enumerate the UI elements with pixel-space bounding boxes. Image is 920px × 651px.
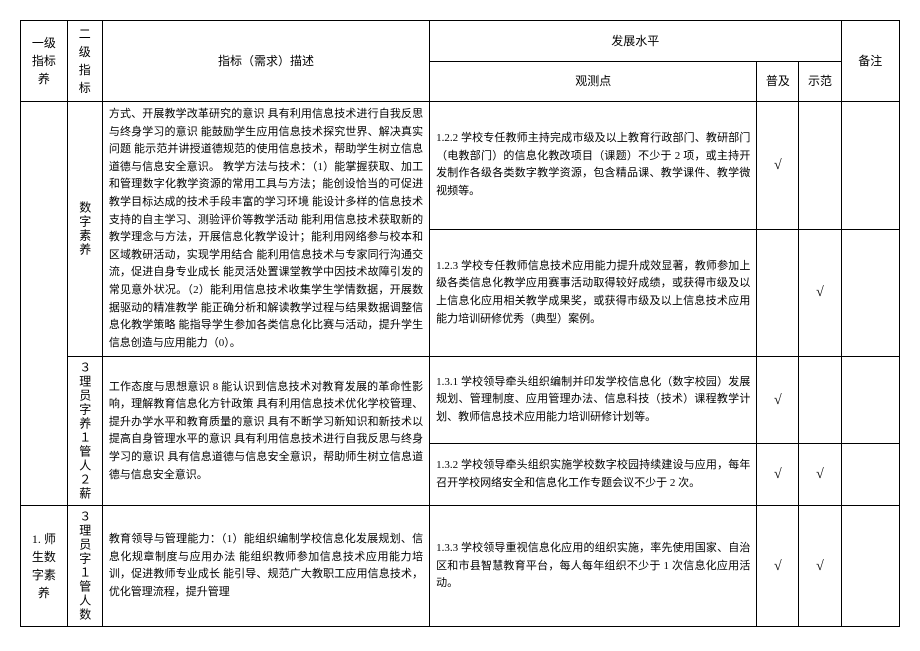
header-bz: 备注	[841, 21, 899, 102]
bz-cell	[841, 444, 899, 506]
header-lvl2: 二级指标	[67, 21, 102, 102]
lvl1-teacher-digital: 1. 师生数字素养	[21, 506, 68, 627]
desc-cell: 教育领导与管理能力：（1）能组织编制学校信息化发展规划、信息化规章制度与应用办法…	[102, 506, 429, 627]
sf-cell	[799, 357, 841, 444]
header-obs: 观测点	[430, 61, 757, 102]
table-row: 1. 师生数字素养 ３理员字１管人数 教育领导与管理能力：（1）能组织编制学校信…	[21, 506, 900, 627]
lvl2-admin-num: ３理员字１管人数	[67, 506, 102, 627]
header-row-1: 一级指标养 二级指标 指标（需求）描述 发展水平 备注	[21, 21, 900, 62]
obs-cell: 1.3.1 学校领导牵头组织编制并印发学校信息化（数字校园）发展规划、管理制度、…	[430, 357, 757, 444]
bz-cell	[841, 102, 899, 230]
sf-cell: √	[799, 444, 841, 506]
pj-cell: √	[757, 444, 799, 506]
table-row: ３理员字养１管人２薪 工作态度与思想意识 8 能认识到信息技术对教育发展的革命性…	[21, 357, 900, 444]
pj-cell: √	[757, 102, 799, 230]
obs-cell: 1.3.3 学校领导重视信息化应用的组织实施，率先使用国家、自治区和市县智慧教育…	[430, 506, 757, 627]
pj-cell	[757, 229, 799, 357]
indicator-table: 一级指标养 二级指标 指标（需求）描述 发展水平 备注 观测点 普及 示范 数字…	[20, 20, 900, 627]
header-dev-level: 发展水平	[430, 21, 841, 62]
header-lvl1: 一级指标养	[21, 21, 68, 102]
pj-cell: √	[757, 506, 799, 627]
table-row: 数字素养 方式、开展教学改革研究的意识 具有利用信息技术进行自我反思与终身学习的…	[21, 102, 900, 230]
bz-cell	[841, 506, 899, 627]
bz-cell	[841, 357, 899, 444]
obs-cell: 1.2.2 学校专任教师主持完成市级及以上教育行政部门、教研部门（电教部门）的信…	[430, 102, 757, 230]
sf-cell	[799, 102, 841, 230]
lvl2-digital-literacy: 数字素养	[67, 102, 102, 357]
header-pj: 普及	[757, 61, 799, 102]
sf-cell: √	[799, 506, 841, 627]
bz-cell	[841, 229, 899, 357]
lvl2-admin-training: ３理员字养１管人２薪	[67, 357, 102, 506]
sf-cell: √	[799, 229, 841, 357]
header-desc: 指标（需求）描述	[102, 21, 429, 102]
header-sf: 示范	[799, 61, 841, 102]
obs-cell: 1.3.2 学校领导牵头组织实施学校数字校园持续建设与应用，每年召开学校网络安全…	[430, 444, 757, 506]
pj-cell: √	[757, 357, 799, 444]
desc-cell: 方式、开展教学改革研究的意识 具有利用信息技术进行自我反思与终身学习的意识 能鼓…	[102, 102, 429, 357]
obs-cell: 1.2.3 学校专任教师信息技术应用能力提升成效显著，教师参加上级各类信息化教学…	[430, 229, 757, 357]
desc-cell: 工作态度与思想意识 8 能认识到信息技术对教育发展的革命性影响，理解教育信息化方…	[102, 357, 429, 506]
lvl1-cell-empty	[21, 102, 68, 506]
